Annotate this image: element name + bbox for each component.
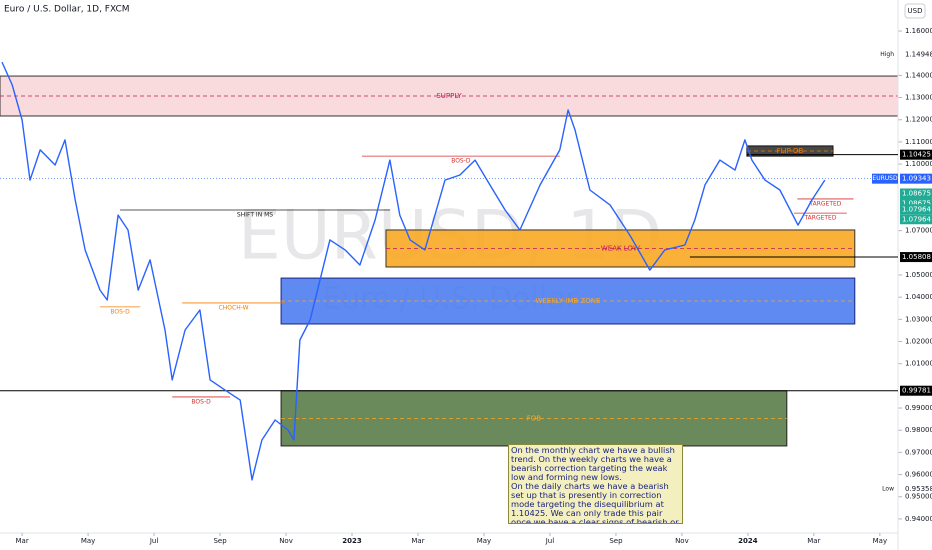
- x-tick-label: Mar: [411, 537, 424, 545]
- y-tick-label: 0.98000: [905, 426, 932, 434]
- y-tick-label: 0.97000: [905, 448, 932, 456]
- level-badge: [900, 385, 932, 396]
- y-tick-label: 1.07000: [905, 227, 932, 235]
- x-tick-label: May: [477, 537, 491, 545]
- zone-label: FOB: [527, 414, 542, 422]
- price-badge: [900, 173, 932, 184]
- order-badge: [900, 188, 932, 199]
- note-box: On the monthly chart we have a bullish t…: [508, 444, 683, 524]
- y-tick-label: 0.94000: [905, 515, 932, 523]
- order-badge-label: 1.08675: [902, 189, 931, 197]
- note-paragraph: On the monthly chart we have a bullish t…: [511, 445, 675, 482]
- currency-label: USD: [908, 7, 923, 15]
- structure-label: TARGETED: [803, 215, 836, 222]
- order-badge: [900, 204, 932, 215]
- high-name: High: [880, 51, 894, 58]
- x-tick-label: Mar: [15, 537, 28, 545]
- order-badge-label: 1.07964: [902, 205, 931, 213]
- y-tick-label: 1.01000: [905, 360, 932, 368]
- y-tick-label: 1.12000: [905, 116, 932, 124]
- y-tick-label: 1.14000: [905, 71, 932, 79]
- x-tick-label: Mar: [807, 537, 820, 545]
- zone-label: SUPPLY: [436, 92, 462, 100]
- zone-label: WEEKLY IMB ZONE: [535, 297, 600, 305]
- name-badge-label: EURUSD: [872, 175, 898, 182]
- price-badge-label: 1.09343: [902, 175, 931, 183]
- y-tick-label: 1.16000: [905, 27, 932, 35]
- y-tick-label: 1.02000: [905, 338, 932, 346]
- x-tick-label: May: [873, 537, 887, 545]
- x-tick-label: May: [81, 537, 95, 545]
- y-tick-label: 1.05000: [905, 271, 932, 279]
- structure-label: CHOCH-W: [219, 304, 249, 311]
- zone-label: FLIP OB: [777, 147, 804, 155]
- y-tick-label: 1.11000: [905, 138, 932, 146]
- structure-label: TARGETED: [808, 200, 841, 207]
- order-badge: [900, 214, 932, 225]
- x-tick-label: Sep: [609, 537, 623, 545]
- name-badge: [872, 173, 898, 184]
- x-tick-label: 2024: [738, 537, 758, 545]
- x-tick-label: Sep: [213, 537, 227, 545]
- structure-label: SHIFT IN MS: [237, 212, 273, 219]
- note-paragraph: On the daily charts we have a bearish se…: [511, 481, 679, 524]
- order-badge: [900, 198, 932, 209]
- low-name: Low: [882, 485, 894, 492]
- high-value: 1.14948: [905, 50, 932, 58]
- level-badge-label: 0.99781: [902, 387, 931, 395]
- y-tick-label: 0.96000: [905, 471, 932, 479]
- x-tick-label: Nov: [279, 537, 293, 545]
- y-tick-label: 1.10000: [905, 160, 932, 168]
- y-tick-label: 1.03000: [905, 315, 932, 323]
- order-badge-label: 1.07964: [902, 215, 931, 223]
- y-tick-label: 1.13000: [905, 94, 932, 102]
- level-badge: [900, 252, 932, 263]
- level-badge-label: 1.10425: [902, 151, 931, 159]
- x-tick-label: Nov: [675, 537, 689, 545]
- y-tick-label: 0.99000: [905, 404, 932, 412]
- price-line: [1, 61, 826, 481]
- chart-title: Euro / U.S. Dollar, 1D, FXCM: [4, 5, 130, 15]
- level-badge: [900, 149, 932, 160]
- low-value: 0.95358: [905, 485, 932, 493]
- y-tick-label: 1.04000: [905, 293, 932, 301]
- order-badge-label: 1.08675: [902, 199, 931, 207]
- y-tick-label: 0.95000: [905, 493, 932, 501]
- level-badge-label: 1.05808: [902, 253, 931, 261]
- x-tick-label: Jul: [149, 537, 159, 545]
- currency-button[interactable]: [904, 3, 926, 19]
- x-tick-label: 2023: [342, 537, 362, 545]
- structure-label: BOS-D: [110, 308, 130, 315]
- x-tick-label: Jul: [545, 537, 555, 545]
- zone-label: WEAK LOW: [601, 244, 640, 252]
- structure-label: BOS-D: [451, 158, 471, 165]
- structure-label: BOS-D: [191, 398, 211, 405]
